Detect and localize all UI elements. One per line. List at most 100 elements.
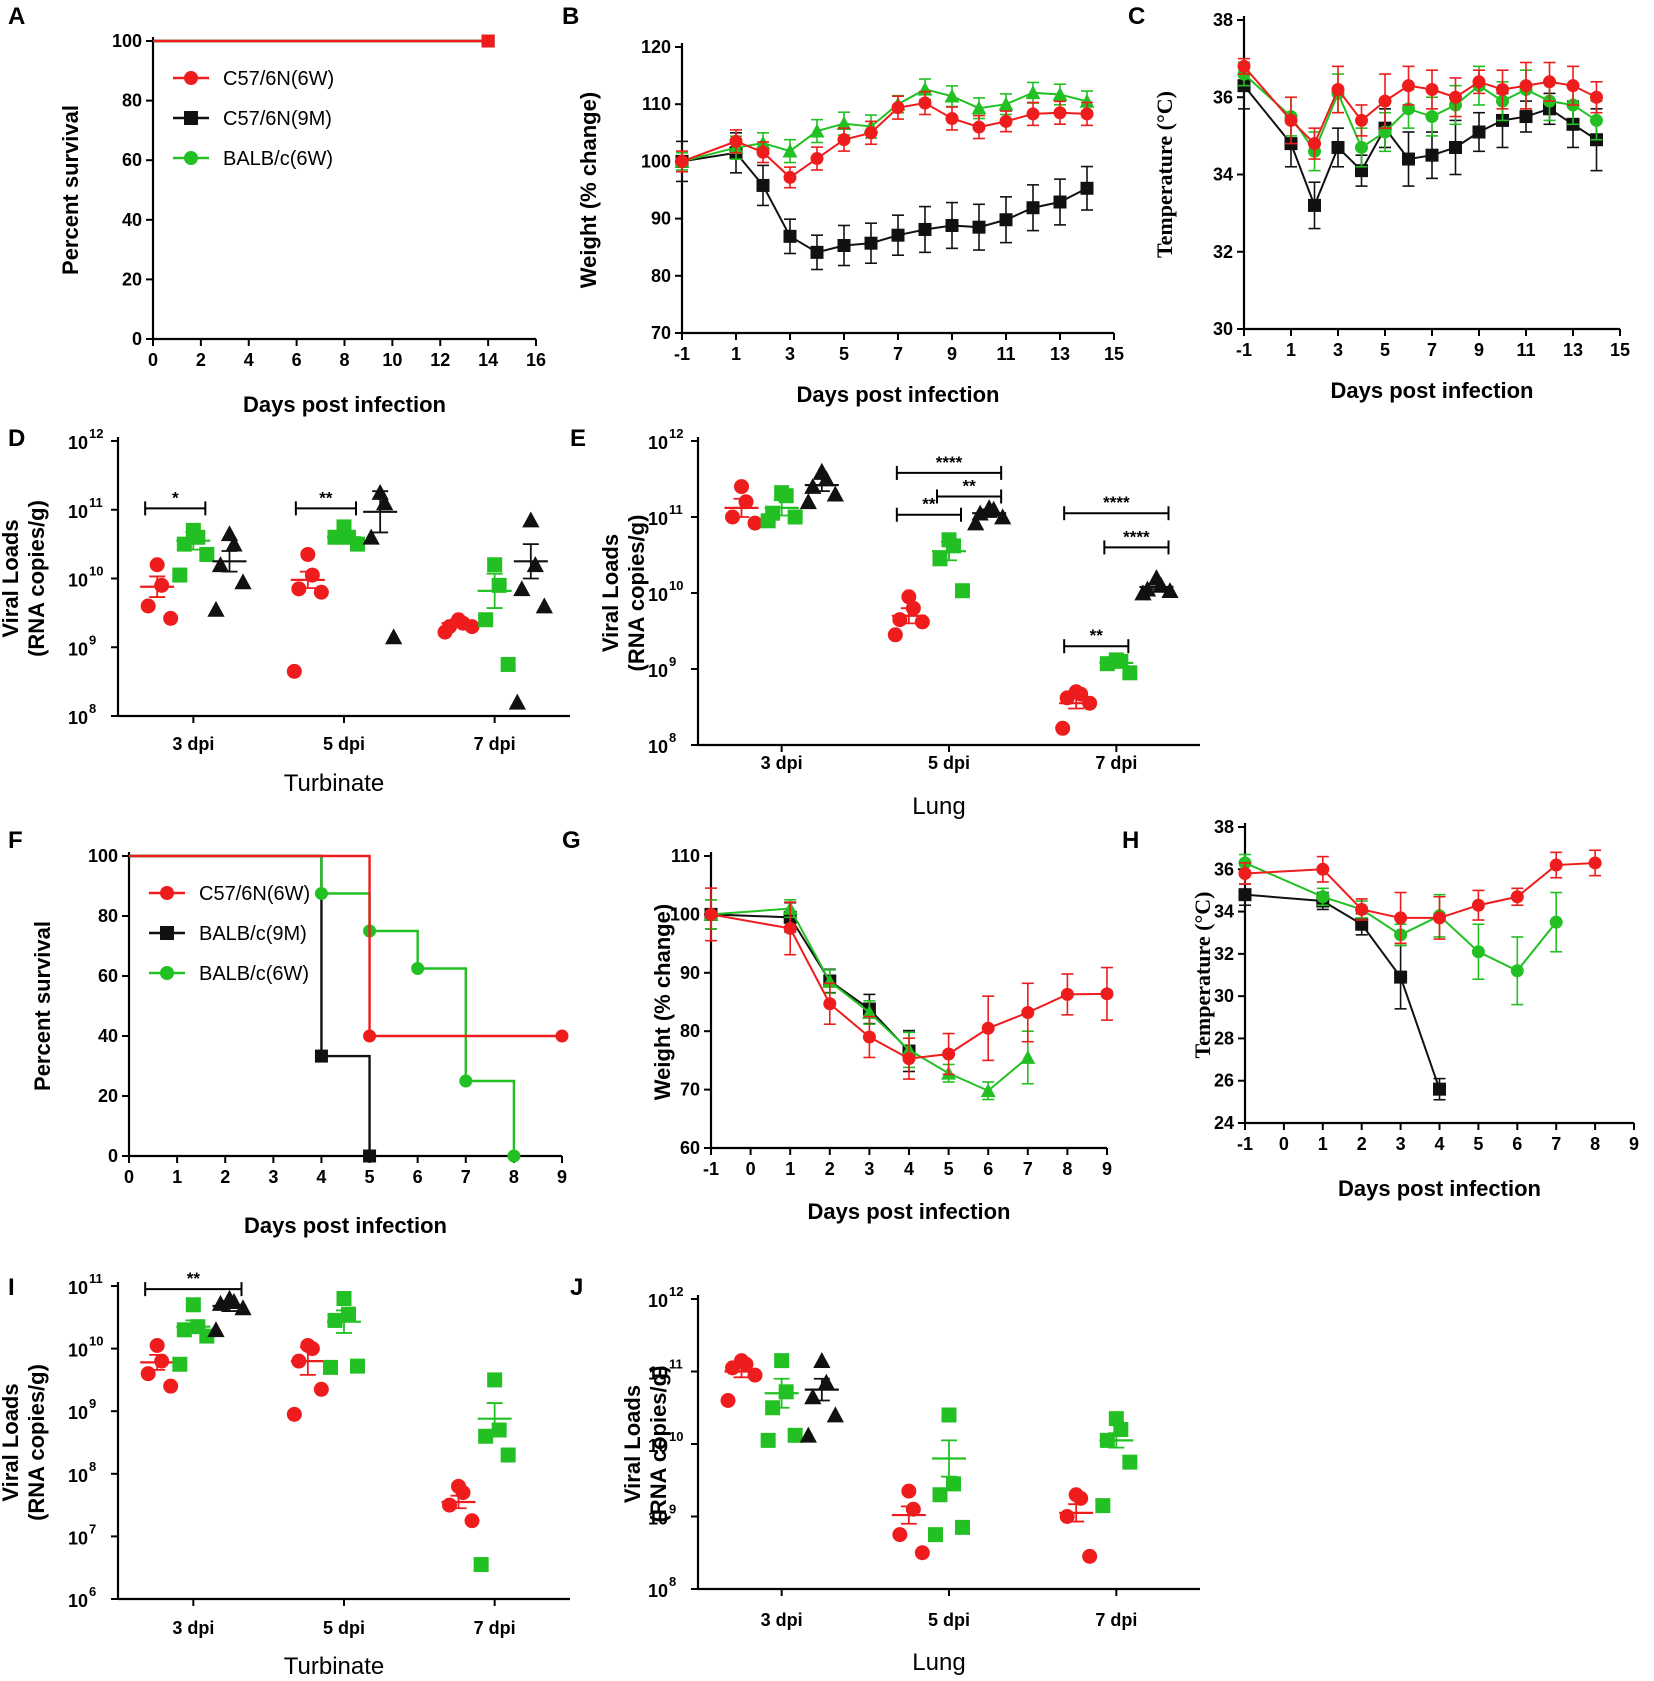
x-tick-label: 5: [839, 344, 849, 364]
data-point: [163, 1378, 179, 1394]
data-point: [1355, 902, 1369, 916]
x-tick-label: 14: [478, 350, 498, 370]
y-axis-title: Temperature (°C): [1190, 891, 1215, 1058]
data-point: [1543, 75, 1556, 89]
x-axis-title: Days post infection: [808, 1199, 1011, 1224]
x-tick-label: 8: [339, 350, 349, 370]
x-tick-label: -1: [674, 344, 690, 364]
category-label: 5 dpi: [323, 1618, 365, 1638]
y-tick-label-exponent: 8: [89, 701, 96, 716]
panel-letter: A: [8, 3, 25, 30]
y-tick-label: 80: [680, 1021, 700, 1041]
data-point: [942, 1047, 956, 1061]
y-tick-label-exponent: 8: [669, 1574, 676, 1589]
x-tick-label: 0: [124, 1167, 134, 1187]
panel-g: G 60 70 80 90 100 110 -1 0 1 2 3 4 5 6 7 8 9 Days post inf…: [562, 827, 1114, 1224]
y-tick-label-exponent: 10: [669, 578, 683, 593]
data-point: [1590, 90, 1603, 104]
x-tick-label: 13: [1563, 340, 1583, 360]
x-tick-label: 1: [172, 1167, 182, 1187]
panel-letter: D: [8, 425, 25, 452]
y-tick-label: 32: [1213, 242, 1233, 262]
data-point: [810, 245, 824, 259]
data-point: [813, 1352, 831, 1368]
category-label: 3 dpi: [761, 1610, 803, 1630]
y-tick-label-exponent: 9: [89, 1396, 96, 1411]
x-tick-label: 3: [1396, 1134, 1406, 1154]
data-point: [972, 220, 986, 234]
data-point: [675, 154, 689, 168]
x-tick-label: 7: [1427, 340, 1437, 360]
x-axis-title: Days post infection: [797, 382, 1000, 407]
y-tick-label: 90: [680, 963, 700, 983]
data-point: [901, 589, 917, 605]
data-point: [862, 1030, 876, 1044]
category-label: 7 dpi: [474, 734, 516, 754]
data-point: [1316, 890, 1330, 904]
data-point: [1073, 1490, 1089, 1506]
y-tick-label: 110: [671, 846, 700, 866]
y-tick-label: 34: [1213, 165, 1233, 185]
x-tick-label: 5: [1380, 340, 1390, 360]
data-point: [1331, 83, 1345, 97]
x-tick-label: 13: [1050, 344, 1070, 364]
data-point: [1402, 152, 1415, 166]
data-point: [207, 600, 225, 617]
data-point: [1122, 665, 1138, 681]
data-point: [1026, 107, 1040, 121]
y-tick-label: 120: [641, 37, 671, 57]
y-tick-label: 30: [1214, 986, 1234, 1006]
data-point: [945, 218, 959, 232]
x-tick-label: 5: [1473, 1134, 1483, 1154]
y-tick-label-base: 10: [648, 585, 668, 605]
y-axis-title-line1: Viral Loads: [620, 1385, 645, 1503]
data-point: [928, 1527, 943, 1543]
significance-label: **: [962, 476, 976, 495]
x-tick-label: 2: [220, 1167, 230, 1187]
data-point: [1471, 898, 1485, 912]
data-point: [1100, 987, 1114, 1001]
panel-letter: E: [570, 425, 586, 452]
category-label: 7 dpi: [474, 1618, 516, 1638]
y-tick-label: 36: [1214, 859, 1234, 879]
x-tick-label: 7: [1551, 1134, 1561, 1154]
x-tick-label: -1: [703, 1159, 719, 1179]
legend-marker: [160, 966, 174, 980]
data-point: [725, 1360, 741, 1376]
data-point: [1122, 1454, 1138, 1470]
y-tick-label: 100: [112, 31, 142, 51]
data-point: [286, 1406, 302, 1422]
data-point: [1134, 584, 1152, 601]
data-point: [1079, 93, 1095, 108]
series-line: [710, 913, 1108, 1060]
category-label: 3 dpi: [172, 734, 214, 754]
x-tick-label: 10: [382, 350, 402, 370]
significance-label: **: [319, 488, 333, 507]
data-point: [861, 1005, 877, 1019]
data-point: [149, 1337, 165, 1353]
y-tick-label-exponent: 11: [89, 1271, 103, 1286]
data-point: [1510, 964, 1524, 978]
x-tick-label: 5: [365, 1167, 375, 1187]
data-point: [994, 508, 1012, 525]
data-point: [1449, 140, 1462, 154]
data-point: [892, 612, 908, 628]
data-point: [836, 116, 852, 131]
significance-label: ****: [1123, 527, 1150, 546]
data-point: [1394, 911, 1408, 925]
data-point: [1020, 1050, 1036, 1064]
x-tick-label: 1: [731, 344, 741, 364]
series-line: [1244, 893, 1441, 1090]
data-point: [980, 1083, 996, 1098]
x-tick-label: 2: [825, 1159, 835, 1179]
legend-label: BALB/c(6W): [199, 963, 309, 985]
data-point: [1331, 140, 1345, 154]
data-point: [1053, 195, 1067, 209]
y-tick-label: 70: [680, 1080, 700, 1100]
data-point: [508, 693, 526, 710]
data-point: [487, 557, 503, 573]
data-point: [826, 485, 844, 502]
data-point: [1496, 83, 1509, 97]
category-label: 7 dpi: [1095, 753, 1137, 773]
y-tick-label-exponent: 12: [669, 426, 683, 441]
